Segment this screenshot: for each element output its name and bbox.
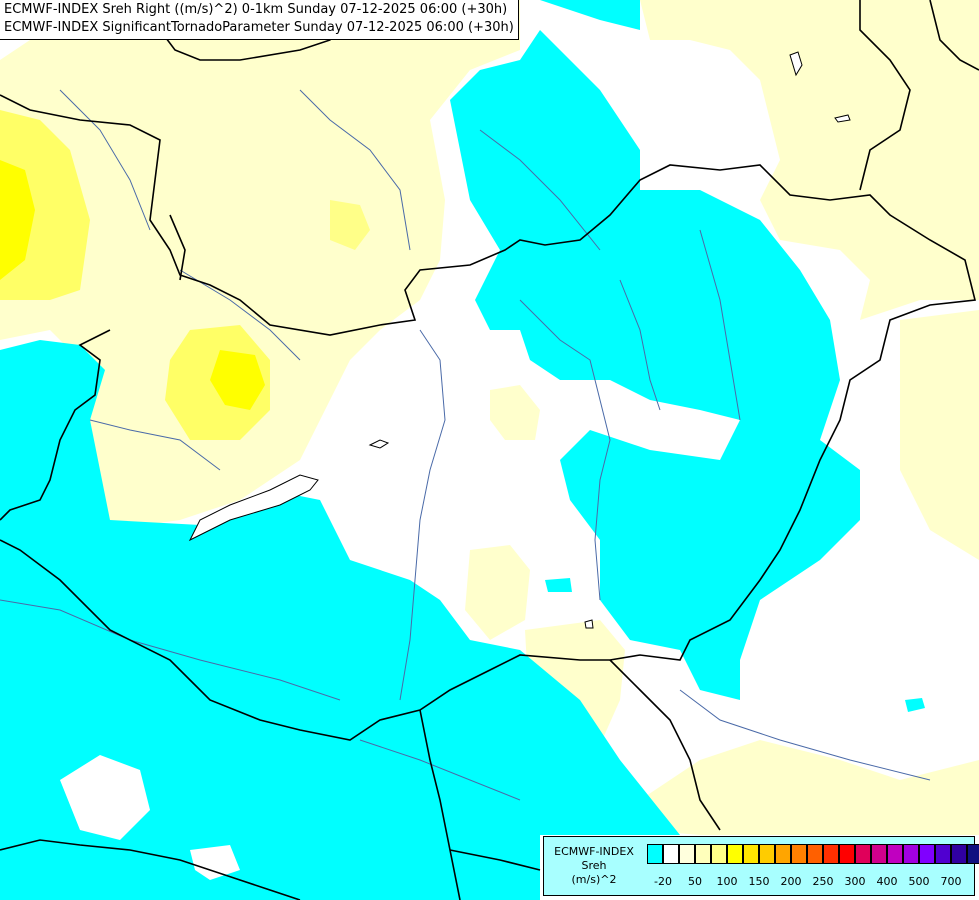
legend-tick-label: 50 [688,875,702,888]
legend-swatch [839,844,855,864]
legend-swatch [647,844,663,864]
lake-small-2 [789,51,803,77]
legend-swatch [871,844,887,864]
river-11 [359,739,521,801]
legend-swatch [727,844,743,864]
legend-swatch [695,844,711,864]
legend-swatch [663,844,679,864]
legend-tick-labels: -20 50 100 150 200 250 300 400 500 700 [647,875,977,889]
river-6 [679,689,931,781]
cyan-area-north [450,30,860,700]
legend-swatch [807,844,823,864]
border-5 [419,709,461,900]
legend-swatch [903,844,919,864]
river-2 [179,269,301,361]
border-2 [0,329,111,521]
yellow-area-center-west-core [210,350,265,410]
legend-tick-label: 400 [876,875,898,888]
legend-title: ECMWF-INDEX Sreh (m/s)^2 [546,845,642,887]
light-yellow-area-east [900,310,979,560]
border-4 [859,0,911,191]
legend-swatch [711,844,727,864]
border-9 [169,214,186,281]
legend-swatch [759,844,775,864]
legend-swatch [951,844,967,864]
light-yellow-area-northeast [640,0,979,320]
legend-title-line-3: (m/s)^2 [571,873,617,886]
title-line-2: ECMWF-INDEX SignificantTornadoParameter … [4,20,514,35]
white-area-sw-pocket [60,755,150,840]
yellow-area-north-spot [330,200,370,250]
legend-title-line-2: Sreh [581,859,607,872]
legend-tick-label: 500 [908,875,930,888]
border-6 [609,659,721,831]
legend-tick-label: -20 [654,875,672,888]
river-5 [0,599,341,701]
legend-swatch [775,844,791,864]
legend-title-line-1: ECMWF-INDEX [554,845,634,858]
river-7 [299,89,411,251]
legend: ECMWF-INDEX Sreh (m/s)^2 -20 50 100 150 200 2… [543,836,979,896]
legend-swatch [791,844,807,864]
light-yellow-area-center-small [490,385,540,440]
legend-tick-label: 200 [780,875,802,888]
river-8 [59,89,151,231]
cyan-area-small [545,578,572,592]
lake-small-1 [368,439,390,449]
legend-tick-label: 300 [844,875,866,888]
legend-tick-label: 700 [940,875,962,888]
title-line-1: ECMWF-INDEX Sreh Right ((m/s)^2) 0-1km S… [4,2,508,17]
white-area-sw-pocket-2 [190,845,240,880]
title-box: ECMWF-INDEX Sreh Right ((m/s)^2) 0-1km S… [0,0,519,40]
rivers [0,89,931,801]
lake-small-3 [834,114,851,123]
legend-tick-label: 100 [716,875,738,888]
river-9 [479,129,601,251]
lake-balaton [188,474,319,542]
legend-swatch [823,844,839,864]
light-yellow-area-center [465,545,530,640]
cyan-area-southwest [0,340,680,900]
legend-swatch [679,844,695,864]
border-10 [929,0,979,71]
legend-color-bar [647,844,979,864]
border-1 [0,94,976,741]
light-yellow-area-north [0,0,520,530]
legend-swatch [743,844,759,864]
border-7 [0,839,301,900]
cyan-area-top [540,0,640,30]
legend-swatch [935,844,951,864]
lakes [188,51,851,629]
river-10 [699,229,741,421]
legend-swatch [919,844,935,864]
river-1 [399,329,446,701]
border-8 [449,849,541,871]
legend-tick-label: 150 [748,875,770,888]
legend-swatch [887,844,903,864]
river-12 [89,419,221,471]
lake-small-4 [584,619,594,629]
light-yellow-area-southeast [640,740,979,835]
legend-swatch [967,844,979,864]
yellow-area-west-core [0,160,35,280]
river-3 [519,299,611,601]
cyan-area-east-spot [905,698,925,712]
legend-swatch [855,844,871,864]
legend-tick-label: 250 [812,875,834,888]
river-4 [619,279,661,411]
